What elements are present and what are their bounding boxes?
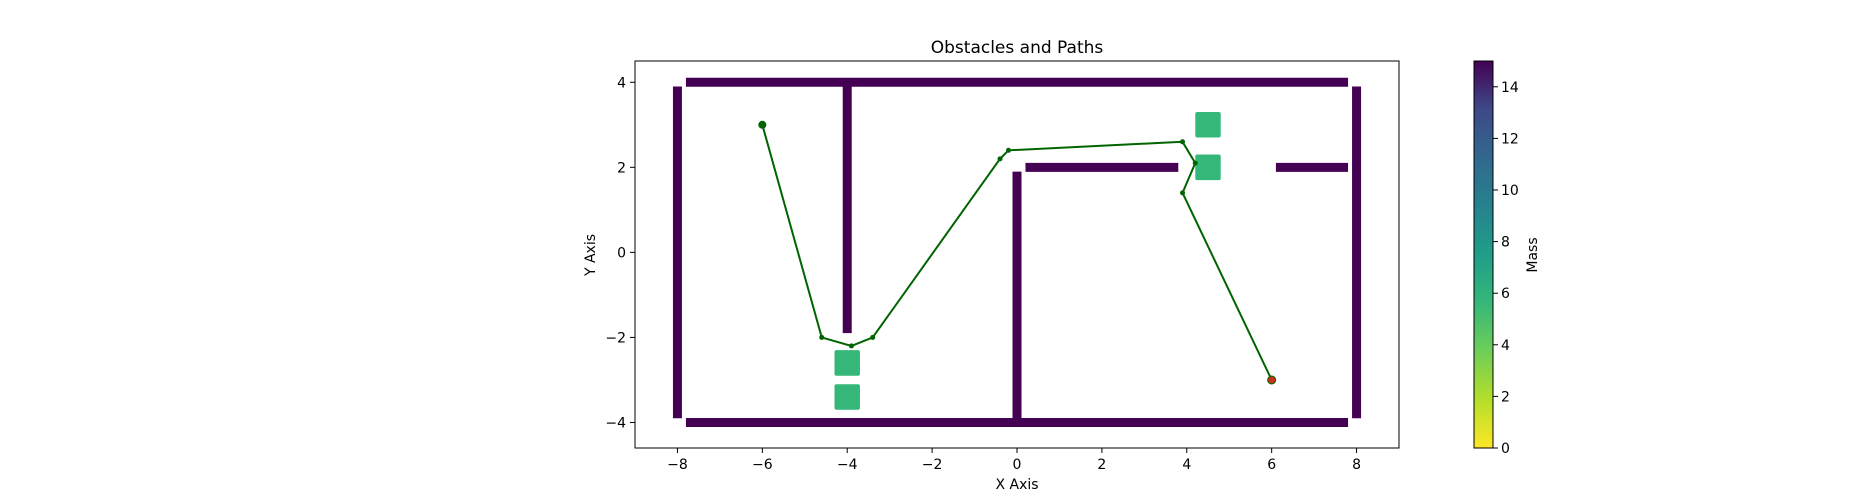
path-waypoint-1 [819,334,825,340]
colorbar-tick-label-3: 6 [1501,286,1510,302]
plot-area [634,60,1400,449]
path-waypoint-8 [1180,190,1186,196]
y-tick-label-0: −4 [605,415,626,431]
start-point [758,120,767,129]
path-waypoint-7 [1192,160,1198,166]
x-axis-label: X Axis [995,477,1038,493]
x-axis-ticks: −8 −6 −4 −2 0 2 4 6 8 [667,448,1361,473]
x-tick-label-5: 2 [1097,457,1106,473]
chart-title: Obstacles and Paths [931,38,1104,58]
colorbar-tick-label-4: 8 [1501,235,1510,251]
wall-obstacles [672,77,1362,427]
movable-obstacle-3 [1195,154,1221,181]
movable-obstacle-1 [834,384,860,410]
colorbar-tick-label-0: 0 [1501,441,1510,457]
colorbar-gradient [1473,60,1494,449]
x-tick-label-2: −4 [837,457,858,473]
movable-obstacle-0 [834,350,860,376]
colorbar: 0 2 4 6 8 10 12 14 Mass [1473,60,1541,457]
y-tick-label-2: 0 [617,245,626,261]
colorbar-tick-label-1: 2 [1501,389,1510,405]
colorbar-label: Mass [1525,237,1541,272]
goal-point [1267,375,1277,385]
x-tick-label-1: −6 [752,457,773,473]
y-axis-ticks: −4 −2 0 2 4 [605,75,635,431]
x-tick-label-6: 4 [1182,457,1191,473]
y-tick-label-4: 4 [617,75,626,91]
colorbar-tick-label-7: 14 [1501,80,1519,96]
movable-obstacle-2 [1195,112,1221,138]
colorbar-tick-label-6: 12 [1501,131,1519,147]
x-tick-label-0: −8 [667,457,688,473]
x-tick-label-8: 8 [1352,457,1361,473]
path-series [758,120,1277,385]
colorbar-tick-label-2: 4 [1501,338,1510,354]
x-tick-label-4: 0 [1013,457,1022,473]
path-waypoint-5 [1006,147,1012,153]
colorbar-tick-label-5: 10 [1501,183,1519,199]
x-tick-label-3: −2 [922,457,943,473]
y-tick-label-3: 2 [617,160,626,176]
path-waypoint-2 [848,343,854,349]
path-line [761,124,1273,381]
path-waypoint-3 [870,334,876,340]
y-axis-label: Y Axis [583,234,599,277]
path-waypoint-4 [997,156,1003,162]
y-tick-label-1: −2 [605,330,626,346]
x-tick-label-7: 6 [1267,457,1276,473]
movable-obstacles [834,112,1221,410]
path-waypoint-6 [1180,139,1186,145]
colorbar-ticks: 0 2 4 6 8 10 12 14 [1493,80,1519,457]
